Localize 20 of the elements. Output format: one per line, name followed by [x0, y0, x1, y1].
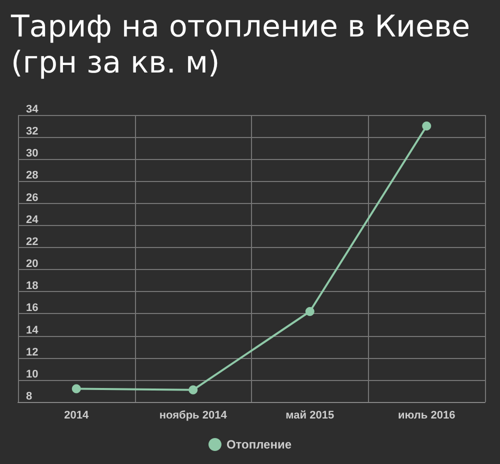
- y-tick-label: 30: [26, 148, 38, 160]
- legend-label: Отопление: [226, 438, 292, 452]
- y-tick-label: 22: [26, 236, 38, 248]
- x-tick-label: ноябрь 2014: [159, 410, 228, 422]
- y-tick-label: 10: [26, 368, 38, 380]
- x-tick-label: 2014: [64, 410, 90, 422]
- y-tick-label: 24: [26, 214, 40, 226]
- y-tick-label: 16: [26, 302, 38, 314]
- x-tick-label: июль 2016: [398, 410, 456, 422]
- y-tick-label: 18: [26, 280, 38, 292]
- y-tick-label: 20: [26, 258, 38, 270]
- chart-title: Тариф на отопление в Киеве (грн за кв. м): [10, 10, 470, 80]
- y-tick-label: 34: [26, 104, 40, 116]
- y-tick-label: 26: [26, 192, 38, 204]
- x-tick-label: май 2015: [286, 410, 334, 422]
- y-tick-label: 14: [26, 324, 40, 336]
- y-tick-label: 28: [26, 170, 38, 182]
- y-tick-label: 8: [26, 390, 32, 402]
- y-tick-label: 32: [26, 126, 38, 138]
- y-tick-label: 12: [26, 346, 38, 358]
